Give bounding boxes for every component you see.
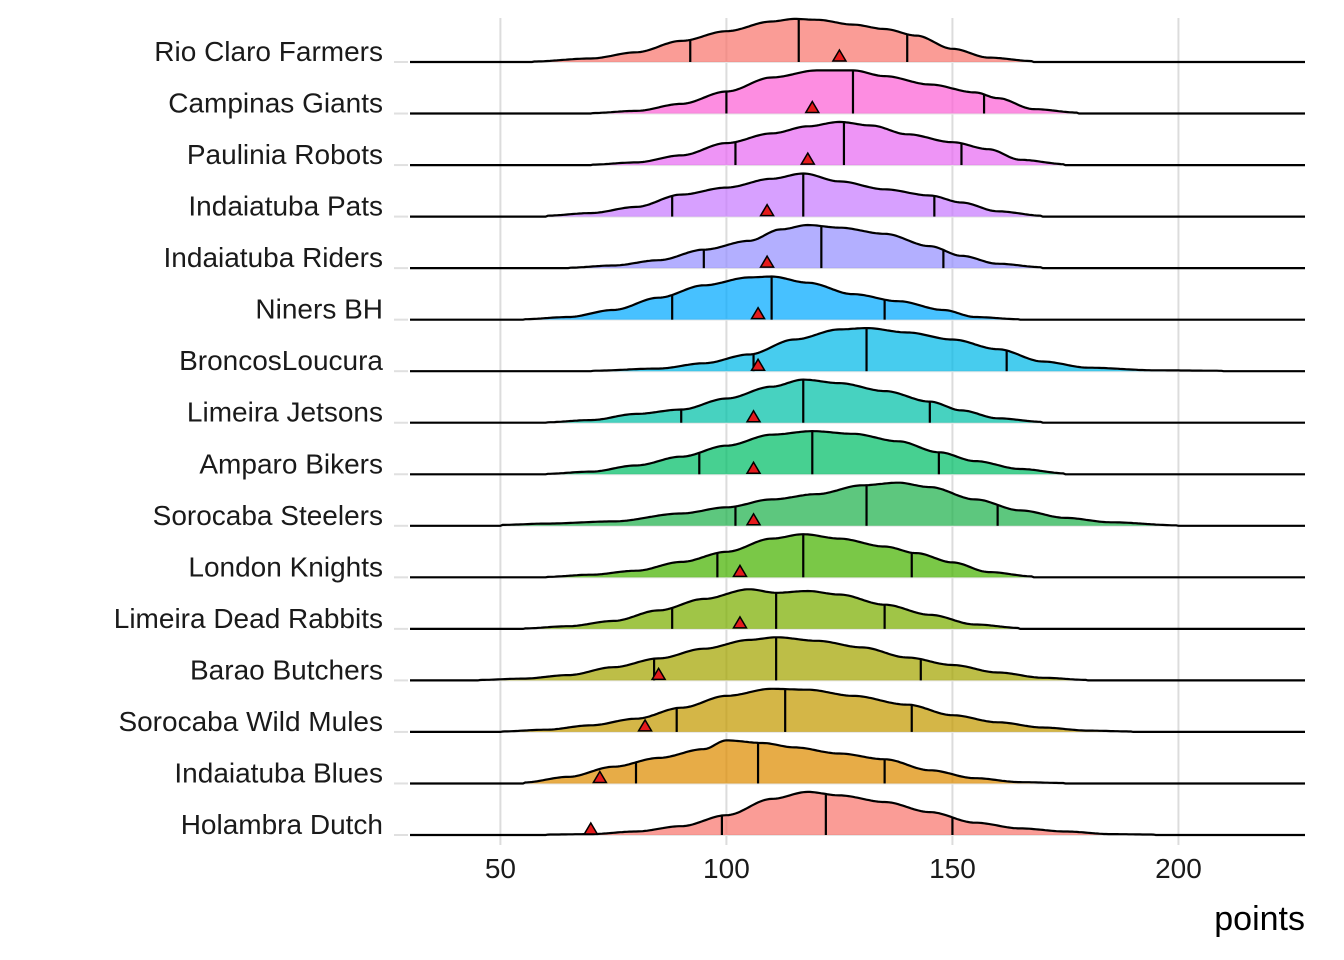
ridge-11: [410, 588, 1305, 630]
y-label: Indaiatuba Blues: [174, 757, 383, 788]
y-label: BroncosLoucura: [179, 345, 383, 376]
density-outline: [410, 481, 1305, 527]
ridge-7: [410, 378, 1305, 424]
density-outline: [410, 790, 1305, 837]
density-area: [410, 276, 1305, 320]
x-tick-label: 150: [929, 853, 976, 884]
y-label: Paulinia Robots: [187, 139, 383, 170]
y-label: Amparo Bikers: [199, 448, 383, 479]
y-label: Barao Butchers: [190, 654, 383, 685]
density-outline: [410, 739, 1305, 785]
ridge-9: [410, 481, 1305, 527]
density-area: [410, 688, 1305, 732]
x-tick-label: 100: [703, 853, 750, 884]
mean-marker: [804, 100, 821, 114]
x-tick-label: 200: [1155, 853, 1202, 884]
y-label: Limeira Jetsons: [187, 397, 383, 428]
x-tick-label: 50: [485, 853, 516, 884]
mean-marker: [592, 769, 608, 784]
y-label: Sorocaba Wild Mules: [118, 706, 383, 737]
y-label: London Knights: [188, 551, 383, 582]
ridge-2: [410, 120, 1305, 167]
density-outline: [410, 533, 1305, 579]
density-area: [410, 225, 1305, 269]
ridge-14: [410, 739, 1305, 785]
mean-marker: [732, 615, 748, 629]
ridge-3: [410, 172, 1305, 218]
ridge-10: [410, 533, 1305, 579]
density-outline: [410, 17, 1305, 64]
mean-marker: [759, 254, 775, 268]
mean-marker: [799, 151, 816, 165]
density-area: [410, 431, 1305, 475]
density-outline: [410, 275, 1305, 321]
mean-marker: [831, 48, 848, 62]
ridge-13: [410, 687, 1305, 733]
density-area: [410, 482, 1305, 526]
mean-marker: [745, 512, 762, 526]
ridge-0: [410, 17, 1305, 64]
density-outline: [410, 69, 1305, 115]
y-label: Niners BH: [255, 294, 383, 325]
density-area: [410, 70, 1305, 114]
density-area: [410, 121, 1305, 166]
mean-marker: [759, 203, 775, 217]
x-axis-ticks: 50 100 150 200: [485, 853, 1202, 884]
density-area: [410, 791, 1305, 835]
y-label: Indaiatuba Riders: [164, 242, 383, 273]
ridge-1: [410, 69, 1305, 115]
mean-marker: [750, 306, 766, 320]
mean-marker: [650, 666, 667, 681]
density-outline: [410, 588, 1305, 630]
density-area: [410, 18, 1305, 62]
mean-marker: [637, 718, 653, 732]
density-outline: [410, 687, 1305, 733]
density-area: [410, 589, 1305, 629]
density-area: [410, 740, 1305, 784]
ridge-layer: [410, 17, 1305, 837]
ridge-12: [410, 636, 1305, 682]
mean-marker: [732, 563, 748, 578]
ridge-4: [410, 223, 1305, 270]
density-outline: [410, 327, 1305, 373]
ridge-15: [410, 790, 1305, 837]
density-outline: [410, 172, 1305, 218]
ridge-8: [410, 429, 1305, 476]
density-outline: [410, 120, 1305, 167]
density-outline: [410, 429, 1305, 476]
y-label: Sorocaba Steelers: [153, 500, 383, 531]
y-label: Campinas Giants: [168, 88, 383, 119]
density-area: [410, 173, 1305, 217]
y-label: Limeira Dead Rabbits: [114, 603, 383, 634]
ridge-6: [410, 327, 1305, 373]
y-label: Holambra Dutch: [181, 809, 383, 840]
density-outline: [410, 636, 1305, 682]
density-outline: [410, 378, 1305, 424]
y-axis-labels: Rio Claro Farmers Campinas Giants Paulinia…: [114, 36, 408, 840]
density-area: [410, 379, 1305, 423]
x-axis-title: points: [1214, 900, 1305, 938]
density-area: [410, 328, 1305, 372]
density-outline: [410, 223, 1305, 270]
mean-marker: [750, 357, 766, 371]
mean-marker: [745, 409, 762, 423]
y-label: Indaiatuba Pats: [188, 191, 383, 222]
density-area: [410, 534, 1305, 578]
ridge-5: [410, 275, 1305, 321]
mean-marker: [745, 460, 762, 475]
y-label: Rio Claro Farmers: [154, 36, 383, 67]
density-area: [410, 637, 1305, 681]
mean-marker: [582, 821, 599, 835]
